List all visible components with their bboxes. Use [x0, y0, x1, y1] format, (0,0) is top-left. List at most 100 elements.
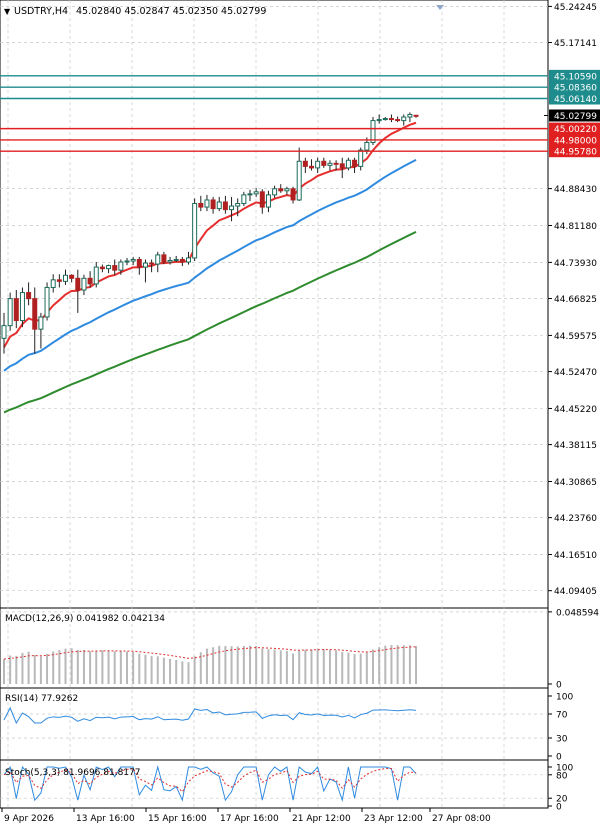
candle-body — [99, 266, 105, 270]
price-axis: 45.24245 45.17141 44.88430 44.81180 44.73930… — [548, 3, 599, 813]
candle-body — [296, 160, 302, 201]
candle-body — [290, 188, 296, 201]
candle-body — [364, 141, 370, 151]
stoch-main-line — [3, 765, 417, 803]
candle-body — [376, 119, 382, 122]
candle-body — [7, 298, 13, 327]
candle-body — [19, 292, 25, 322]
rsi-line — [3, 706, 417, 725]
candle-body — [370, 120, 376, 143]
candle-body — [167, 259, 173, 263]
candle-body — [407, 113, 413, 118]
ema-mid-line — [3, 159, 417, 372]
candle-body — [81, 277, 87, 291]
candle-body — [192, 203, 198, 259]
resistance-line-tag — [549, 69, 600, 82]
support-line-tag — [549, 122, 600, 135]
candle-body — [75, 277, 81, 291]
candle-body — [50, 279, 56, 288]
macd-label: MACD(12,26,9) 0.041982 0.042134 — [5, 614, 165, 624]
ohlc-values: 45.02840 45.02847 45.02350 45.02799 — [76, 6, 266, 17]
y-tick-label: 0 — [556, 753, 562, 763]
shift-marker-icon[interactable] — [436, 5, 444, 10]
candle-body — [32, 298, 38, 330]
y-tick-label: 0.048594 — [556, 608, 599, 618]
candle-body — [229, 205, 235, 211]
y-tick-label: 44.52470 — [554, 368, 597, 378]
y-tick-label: 44.59575 — [554, 332, 597, 342]
candle-body — [204, 199, 210, 208]
candle-body — [13, 298, 19, 322]
rsi-pane[interactable] — [0, 687, 549, 761]
candle-body — [136, 258, 142, 268]
candle-body — [333, 162, 339, 165]
resistance-line-label: 45.06140 — [554, 95, 597, 105]
y-tick-label: 0 — [556, 681, 562, 691]
candle-body — [87, 277, 93, 285]
indicator-lines — [3, 645, 418, 803]
stoch-label: Stoch(5,3,3) 81.9696 81.8177 — [5, 768, 140, 778]
candle-body — [173, 258, 179, 261]
resistance-line-tag — [549, 92, 600, 105]
y-tick-label: 70 — [556, 711, 568, 721]
candle-body — [112, 265, 118, 271]
candle-body — [327, 162, 333, 166]
candle-body — [124, 260, 130, 263]
ema-slow-line — [3, 230, 417, 414]
y-tick-label: 100 — [556, 764, 573, 774]
candle-body — [388, 118, 394, 121]
y-tick-label: 30 — [556, 735, 568, 745]
candle-body — [278, 188, 284, 192]
candle-body — [339, 163, 345, 169]
x-tick-label: 15 Apr 16:00 — [148, 814, 207, 824]
candle-body — [210, 199, 216, 210]
candle-body — [161, 254, 167, 263]
candle-body — [63, 274, 68, 282]
stoch-signal-line — [3, 767, 417, 793]
rsi-label: RSI(14) 77.9262 — [5, 694, 78, 704]
support-line-label: 44.95780 — [554, 148, 597, 158]
candle-body — [93, 266, 99, 285]
candle-body — [155, 254, 161, 265]
candle-body — [259, 191, 265, 208]
candle-body — [69, 274, 75, 279]
macd-signal-line — [3, 646, 417, 660]
y-tick-label: 44.23760 — [554, 514, 597, 524]
support-line-tag — [549, 145, 600, 158]
candle-body — [186, 257, 191, 263]
candle-body — [401, 116, 407, 122]
y-tick-label: 45.24245 — [554, 3, 597, 13]
candle-body — [315, 160, 321, 169]
candles-group — [1, 112, 419, 354]
candle-body — [358, 149, 364, 167]
x-tick-label: 21 Apr 12:00 — [292, 814, 351, 824]
candle-body — [345, 159, 351, 169]
candle-body — [1, 325, 7, 339]
y-tick-label: 44.66825 — [554, 295, 597, 305]
main-pane[interactable] — [0, 0, 549, 609]
current-price-tag — [549, 109, 600, 122]
candle-body — [253, 191, 259, 195]
candle-body — [413, 114, 419, 117]
candle-body — [130, 258, 136, 262]
dropdown-arrow-icon[interactable]: ▼ — [4, 7, 11, 16]
support-line-tag — [549, 133, 600, 146]
x-tick-label: 9 Apr 2026 — [4, 814, 54, 824]
candle-body — [38, 316, 44, 330]
support-line-label: 44.98000 — [554, 136, 597, 146]
candle-body — [272, 188, 278, 196]
y-tick-label: 20 — [556, 795, 568, 805]
candle-body — [198, 203, 204, 208]
x-tick-label: 27 Apr 08:00 — [432, 814, 491, 824]
y-tick-label: 44.09405 — [554, 587, 597, 597]
candle-body — [44, 286, 50, 318]
candle-body — [321, 160, 327, 166]
resistance-line-tag — [549, 81, 600, 94]
x-tick-label: 17 Apr 16:00 — [220, 814, 279, 824]
candle-body — [382, 118, 388, 121]
candle-body — [235, 203, 241, 207]
candle-body — [142, 262, 148, 268]
